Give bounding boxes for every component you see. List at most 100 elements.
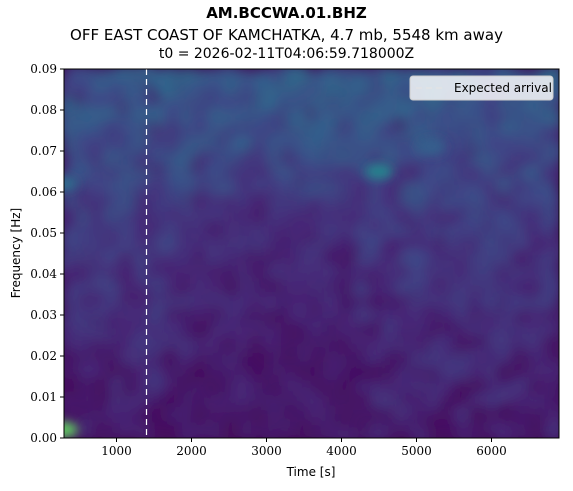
texture-cell bbox=[173, 148, 196, 170]
texture-cell bbox=[100, 148, 123, 170]
texture-cell bbox=[451, 331, 474, 354]
texture-cell bbox=[438, 361, 461, 384]
texture-cell bbox=[305, 78, 328, 101]
y-tick-label: 0.03 bbox=[30, 308, 57, 322]
texture-cell bbox=[377, 105, 400, 127]
x-tick-label: 2000 bbox=[176, 444, 207, 458]
texture-cell bbox=[64, 207, 81, 229]
texture-cell bbox=[218, 334, 241, 356]
texture-cell bbox=[307, 346, 330, 368]
x-axis-ticks: 1000 2000 3000 4000 5000 6000 bbox=[101, 438, 507, 458]
texture-cell bbox=[436, 332, 459, 354]
texture-cell bbox=[507, 347, 530, 369]
texture-cell bbox=[290, 276, 313, 298]
chart-subtitle-t0: t0 = 2026-02-11T04:06:59.718000Z bbox=[158, 46, 415, 62]
texture-cell bbox=[423, 417, 446, 438]
texture-cell bbox=[411, 375, 434, 397]
texture-cell bbox=[261, 420, 284, 438]
texture-cell bbox=[115, 416, 138, 438]
texture-cell bbox=[262, 375, 284, 397]
texture-cell bbox=[264, 134, 287, 156]
texture-cell bbox=[64, 76, 81, 98]
texture-cell bbox=[510, 391, 533, 413]
texture-cell bbox=[289, 303, 312, 325]
texture-cell bbox=[64, 118, 80, 141]
texture-cell bbox=[64, 359, 80, 381]
legend-box bbox=[409, 75, 554, 101]
x-tick-label: 3000 bbox=[251, 444, 282, 458]
y-tick-label: 0.08 bbox=[30, 103, 57, 117]
texture-cell bbox=[322, 78, 345, 100]
texture-cell bbox=[100, 118, 123, 141]
texture-cell bbox=[350, 423, 373, 438]
texture-cell bbox=[454, 190, 477, 212]
bright-spot bbox=[365, 163, 393, 180]
texture-cell bbox=[362, 362, 385, 384]
texture-cell bbox=[100, 89, 123, 112]
chart-subtitle-event: OFF EAST COAST OF KAMCHATKA, 4.7 mb, 554… bbox=[70, 26, 503, 44]
texture-cell bbox=[275, 332, 298, 354]
texture-cell bbox=[467, 421, 490, 438]
texture-cell bbox=[148, 275, 171, 297]
texture-cell bbox=[64, 379, 81, 401]
x-axis-label: Time [s] bbox=[286, 465, 336, 479]
texture-cell bbox=[347, 402, 370, 424]
texture-cell bbox=[538, 248, 559, 270]
texture-cell bbox=[177, 175, 199, 197]
texture-cell bbox=[338, 132, 361, 155]
texture-cell bbox=[265, 151, 288, 173]
spectrogram-texture bbox=[64, 69, 559, 438]
texture-cell bbox=[493, 422, 515, 438]
texture-cell bbox=[304, 163, 327, 185]
texture-cell bbox=[439, 179, 461, 201]
texture-cell bbox=[320, 302, 343, 325]
texture-cell bbox=[394, 277, 417, 299]
legend-label: Expected arrival bbox=[454, 81, 552, 95]
texture-cell bbox=[158, 348, 181, 370]
texture-cell bbox=[526, 419, 548, 438]
y-tick-label: 0.00 bbox=[30, 431, 57, 445]
texture-cell bbox=[71, 264, 94, 286]
texture-cell bbox=[391, 204, 414, 227]
texture-cell bbox=[367, 261, 390, 283]
texture-cell bbox=[321, 246, 344, 268]
texture-cell bbox=[247, 189, 270, 211]
texture-cell bbox=[420, 177, 443, 200]
y-axis-label: Frequency [Hz] bbox=[9, 208, 23, 299]
texture-cell bbox=[395, 317, 418, 340]
texture-cell bbox=[479, 291, 502, 314]
texture-cell bbox=[406, 336, 429, 358]
texture-cell bbox=[275, 175, 298, 197]
texture-cell bbox=[202, 332, 225, 355]
texture-cell bbox=[348, 262, 371, 284]
texture-cell bbox=[424, 121, 446, 143]
y-tick-label: 0.05 bbox=[30, 226, 57, 240]
texture-cell bbox=[290, 192, 313, 215]
texture-cell bbox=[541, 388, 559, 410]
texture-cell bbox=[543, 420, 559, 438]
x-tick-label: 4000 bbox=[326, 444, 357, 458]
texture-cell bbox=[527, 233, 549, 255]
texture-cell bbox=[247, 149, 270, 172]
texture-cell bbox=[509, 247, 532, 270]
spectrogram-bright-spots bbox=[64, 138, 446, 438]
texture-cell bbox=[376, 419, 399, 438]
texture-cell bbox=[232, 235, 255, 258]
texture-cell bbox=[116, 193, 139, 216]
texture-cell bbox=[220, 75, 243, 98]
x-tick-label: 1000 bbox=[101, 444, 132, 458]
texture-cell bbox=[350, 77, 373, 99]
texture-cell bbox=[249, 120, 272, 142]
legend: Expected arrival bbox=[409, 75, 554, 101]
plot-frame bbox=[63, 68, 560, 439]
texture-cell bbox=[176, 90, 199, 112]
texture-cell bbox=[493, 362, 516, 385]
x-tick-label: 6000 bbox=[476, 444, 507, 458]
texture-cell bbox=[540, 190, 559, 212]
y-tick-label: 0.06 bbox=[30, 185, 57, 199]
texture-cell bbox=[539, 163, 559, 185]
texture-cell bbox=[290, 218, 313, 240]
texture-cell bbox=[395, 146, 418, 168]
bright-spot bbox=[64, 421, 78, 438]
